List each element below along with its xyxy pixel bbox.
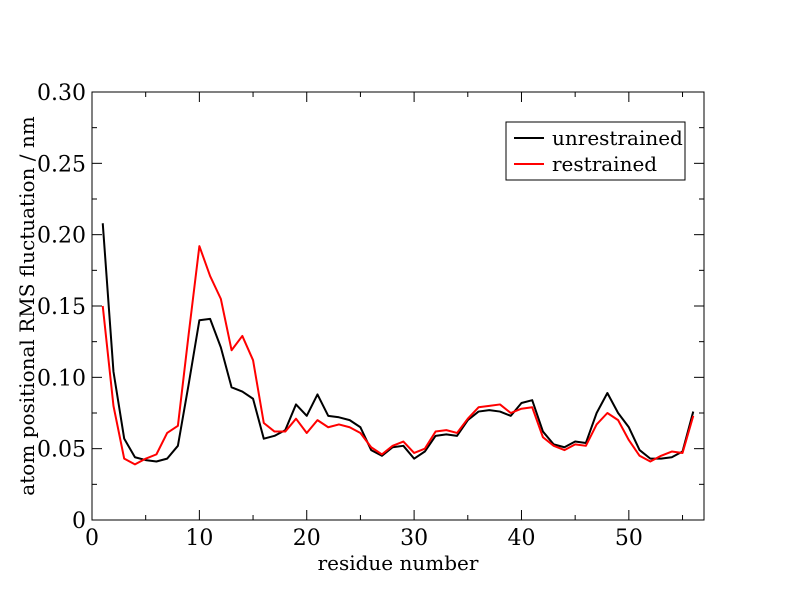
legend-label-restrained: restrained <box>552 152 657 176</box>
y-tick-label: 0.20 <box>37 224 86 249</box>
legend: unrestrained restrained <box>505 121 686 181</box>
x-axis-label: residue number <box>318 551 479 575</box>
series-line-restrained <box>101 245 695 466</box>
y-tick-label: 0.15 <box>37 295 86 320</box>
x-tick-label: 0 <box>85 526 99 551</box>
legend-label-unrestrained: unrestrained <box>552 126 683 150</box>
y-axis-label: atom positional RMS fluctuation / nm <box>15 116 39 495</box>
x-tick-label: 30 <box>400 526 428 551</box>
x-tick-label: 50 <box>615 526 643 551</box>
y-tick-label: 0 <box>72 509 86 534</box>
axis-ticks <box>91 91 704 521</box>
series-line-unrestrained <box>101 223 695 463</box>
legend-box <box>505 121 686 181</box>
data-series <box>101 223 695 466</box>
y-tick-label: 0.05 <box>37 438 86 463</box>
y-tick-label: 0.25 <box>37 152 86 177</box>
x-tick-label: 40 <box>507 526 535 551</box>
axis-tick-labels: 0 10 20 30 40 50 0 0.05 0.10 0.15 0.20 0.25 0.30 <box>37 81 643 551</box>
x-tick-label: 10 <box>185 526 213 551</box>
y-tick-label: 0.10 <box>37 366 86 391</box>
y-tick-label: 0.30 <box>37 81 86 106</box>
x-tick-label: 20 <box>293 526 321 551</box>
